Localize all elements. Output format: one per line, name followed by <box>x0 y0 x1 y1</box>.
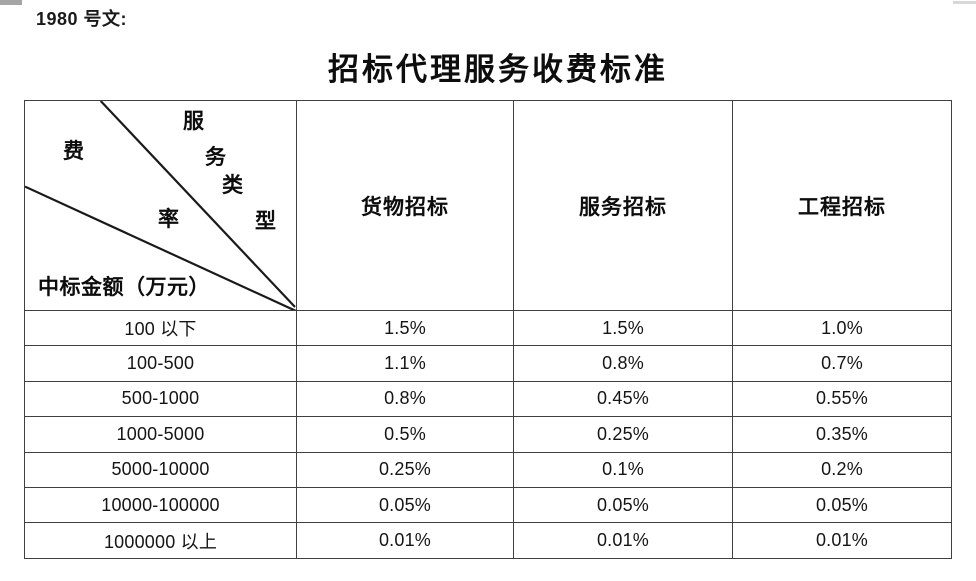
diagonal-divider-lines-icon <box>25 101 296 310</box>
amount-range-cell: 10000-100000 <box>24 486 297 524</box>
rate-cell: 1.5% <box>296 309 514 347</box>
amount-range-cell: 100-500 <box>24 345 297 382</box>
rate-cell: 0.01% <box>513 522 733 559</box>
table-row: 1000-5000 0.5% 0.25% 0.35% <box>24 416 952 453</box>
rate-cell: 0.01% <box>296 522 514 559</box>
rate-cell: 0.7% <box>732 345 952 382</box>
rate-cell: 0.1% <box>513 451 733 488</box>
table-row: 5000-10000 0.25% 0.1% 0.2% <box>24 451 952 488</box>
table-row: 100 以下 1.5% 1.5% 1.0% <box>24 309 952 347</box>
rate-cell: 0.35% <box>732 416 952 453</box>
scan-artifact-top-right <box>953 1 976 4</box>
rate-cell: 0.8% <box>296 380 514 418</box>
rate-cell: 0.5% <box>296 416 514 453</box>
corner-rate-char: 率 <box>158 207 179 231</box>
column-header-services: 服务招标 <box>513 100 733 311</box>
amount-range-cell: 5000-10000 <box>24 451 297 488</box>
amount-range-cell: 1000-5000 <box>24 416 297 453</box>
rate-cell: 1.5% <box>513 309 733 347</box>
rate-cell: 0.05% <box>732 486 952 524</box>
amount-range-cell: 100 以下 <box>24 309 297 347</box>
column-header-engineering: 工程招标 <box>732 100 952 311</box>
rate-cell: 0.25% <box>513 416 733 453</box>
rate-cell: 0.05% <box>296 486 514 524</box>
column-header-goods: 货物招标 <box>296 100 514 311</box>
scan-artifact-top-left <box>0 0 22 5</box>
amount-range-cell: 1000000 以上 <box>24 522 297 559</box>
corner-service-type-char: 务 <box>205 145 226 169</box>
table-row: 100-500 1.1% 0.8% 0.7% <box>24 345 952 382</box>
rate-cell: 0.2% <box>732 451 952 488</box>
page-title: 招标代理服务收费标准 <box>328 52 668 87</box>
rate-cell: 0.01% <box>732 522 952 559</box>
rate-cell: 0.05% <box>513 486 733 524</box>
rate-cell: 0.25% <box>296 451 514 488</box>
corner-rate-char: 费 <box>63 139 84 163</box>
table-header-row: 服 务 类 型 费 率 中标金额（万元） 货物招标 服务招标 工程招标 <box>24 100 952 311</box>
doc-number-label: 1980 号文: <box>36 9 128 29</box>
diagonal-header-cell: 服 务 类 型 费 率 中标金额（万元） <box>24 100 297 311</box>
corner-amount-label: 中标金额（万元） <box>38 275 210 299</box>
table-row: 1000000 以上 0.01% 0.01% 0.01% <box>24 522 952 559</box>
rate-cell: 1.0% <box>732 309 952 347</box>
table-row: 500-1000 0.8% 0.45% 0.55% <box>24 380 952 418</box>
rate-cell: 0.45% <box>513 380 733 418</box>
amount-range-cell: 500-1000 <box>24 380 297 418</box>
rate-cell: 1.1% <box>296 345 514 382</box>
corner-service-type-char: 型 <box>255 209 276 233</box>
table-row: 10000-100000 0.05% 0.05% 0.05% <box>24 486 952 524</box>
rate-cell: 0.8% <box>513 345 733 382</box>
corner-service-type-char: 服 <box>183 109 204 133</box>
rate-cell: 0.55% <box>732 380 952 418</box>
corner-service-type-char: 类 <box>222 173 243 197</box>
fee-standard-table: 服 务 类 型 费 率 中标金额（万元） 货物招标 服务招标 工程招标 100 … <box>24 100 952 559</box>
